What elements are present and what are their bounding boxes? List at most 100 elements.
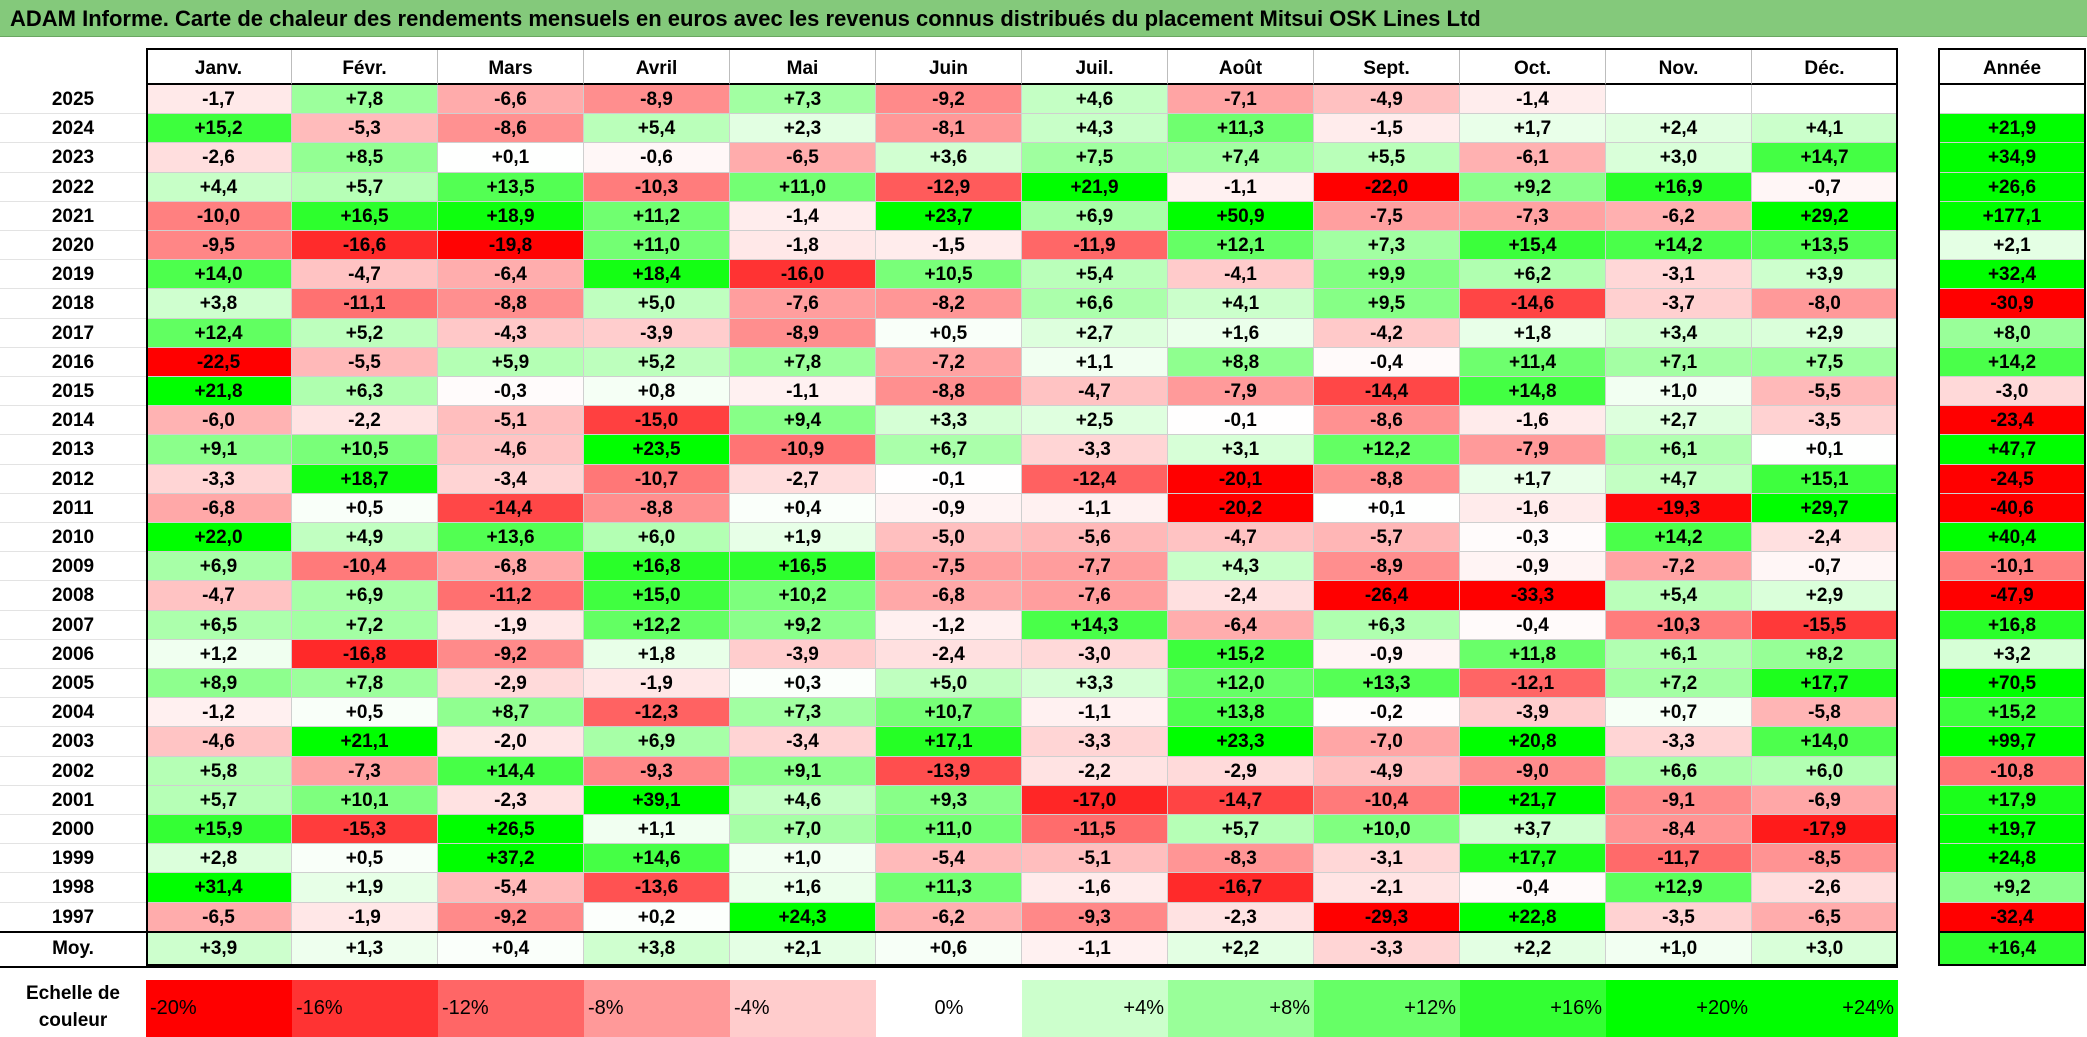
month-value-cell: -7,6: [730, 289, 876, 319]
month-value-cell: +14,4: [438, 756, 584, 786]
month-value-cell: +2,8: [146, 844, 292, 874]
month-value-cell: -4,9: [1314, 85, 1460, 115]
month-value-cell: -6,1: [1460, 143, 1606, 173]
month-value-cell: +12,0: [1168, 669, 1314, 699]
month-header: Juin: [876, 48, 1022, 85]
year-label: 2005: [0, 669, 146, 699]
month-value-cell: +8,2: [1752, 639, 1898, 669]
month-value-cell: +1,6: [730, 873, 876, 903]
year-label: 2015: [0, 377, 146, 407]
year-label: 2022: [0, 172, 146, 202]
annual-value-cell: -24,5: [1938, 464, 2086, 494]
month-value-cell: +7,2: [1606, 669, 1752, 699]
month-value-cell: +4,9: [292, 523, 438, 553]
month-value-cell: +17,1: [876, 727, 1022, 757]
month-value-cell: +15,0: [584, 581, 730, 611]
month-value-cell: +3,9: [1752, 260, 1898, 290]
month-value-cell: +14,2: [1606, 523, 1752, 553]
month-value-cell: +1,9: [292, 873, 438, 903]
month-value-cell: +6,7: [876, 435, 1022, 465]
month-value-cell: +5,7: [146, 785, 292, 815]
month-value-cell: -5,4: [876, 844, 1022, 874]
month-value-cell: +21,8: [146, 377, 292, 407]
month-value-cell: +14,0: [146, 260, 292, 290]
month-value-cell: +2,5: [1022, 406, 1168, 436]
annual-value-cell: +24,8: [1938, 844, 2086, 874]
month-value-cell: -3,5: [1752, 406, 1898, 436]
month-value-cell: +7,8: [292, 85, 438, 115]
month-value-cell: -6,2: [1606, 201, 1752, 231]
year-label: 2001: [0, 785, 146, 815]
average-value-cell: +1,3: [292, 932, 438, 966]
month-value-cell: +15,4: [1460, 231, 1606, 261]
month-value-cell: +15,2: [1168, 639, 1314, 669]
month-value-cell: -1,6: [1022, 873, 1168, 903]
month-value-cell: -1,5: [876, 231, 1022, 261]
month-value-cell: -6,2: [876, 902, 1022, 932]
month-header: Nov.: [1606, 48, 1752, 85]
month-value-cell: -12,9: [876, 172, 1022, 202]
month-value-cell: +10,2: [730, 581, 876, 611]
month-value-cell: -0,4: [1460, 610, 1606, 640]
month-value-cell: -22,0: [1314, 172, 1460, 202]
month-value-cell: -1,4: [1460, 85, 1606, 115]
month-value-cell: -9,3: [584, 756, 730, 786]
month-header: Juil.: [1022, 48, 1168, 85]
month-value-cell: +7,3: [730, 698, 876, 728]
month-value-cell: +10,1: [292, 785, 438, 815]
month-value-cell: -1,6: [1460, 493, 1606, 523]
month-value-cell: -14,4: [1314, 377, 1460, 407]
month-header: Mars: [438, 48, 584, 85]
month-value-cell: -6,5: [1752, 902, 1898, 932]
month-value-cell: [1752, 85, 1898, 115]
month-value-cell: +21,7: [1460, 785, 1606, 815]
month-value-cell: -13,9: [876, 756, 1022, 786]
month-value-cell: +18,4: [584, 260, 730, 290]
month-value-cell: +22,0: [146, 523, 292, 553]
scale-step: -4%: [730, 980, 876, 1037]
month-value-cell: -1,1: [1022, 493, 1168, 523]
month-value-cell: +8,7: [438, 698, 584, 728]
month-value-cell: -4,7: [146, 581, 292, 611]
month-header: Déc.: [1752, 48, 1898, 85]
month-value-cell: +6,0: [1752, 756, 1898, 786]
month-value-cell: +7,5: [1752, 347, 1898, 377]
scale-step: -16%: [292, 980, 438, 1037]
annual-value-cell: -32,4: [1938, 902, 2086, 932]
month-value-cell: -2,3: [1168, 902, 1314, 932]
month-value-cell: +3,4: [1606, 318, 1752, 348]
month-value-cell: +31,4: [146, 873, 292, 903]
annual-value-cell: -10,1: [1938, 552, 2086, 582]
month-value-cell: +14,2: [1606, 231, 1752, 261]
month-value-cell: -5,1: [438, 406, 584, 436]
month-value-cell: -1,7: [146, 85, 292, 115]
average-value-cell: +3,0: [1752, 932, 1898, 966]
month-value-cell: -8,8: [584, 493, 730, 523]
year-label: 2003: [0, 727, 146, 757]
month-value-cell: -8,1: [876, 114, 1022, 144]
month-value-cell: -7,5: [876, 552, 1022, 582]
annual-value-cell: +17,9: [1938, 785, 2086, 815]
month-value-cell: +6,9: [1022, 201, 1168, 231]
month-value-cell: -1,2: [876, 610, 1022, 640]
annual-value-cell: +8,0: [1938, 318, 2086, 348]
month-value-cell: +7,2: [292, 610, 438, 640]
month-value-cell: +6,3: [292, 377, 438, 407]
month-value-cell: +15,1: [1752, 464, 1898, 494]
month-value-cell: -0,7: [1752, 552, 1898, 582]
month-value-cell: +6,0: [584, 523, 730, 553]
month-value-cell: -7,3: [292, 756, 438, 786]
month-value-cell: -1,9: [438, 610, 584, 640]
month-value-cell: +6,5: [146, 610, 292, 640]
month-value-cell: -8,6: [438, 114, 584, 144]
month-value-cell: +11,0: [876, 815, 1022, 845]
month-value-cell: -7,3: [1460, 201, 1606, 231]
month-value-cell: +6,6: [1022, 289, 1168, 319]
month-value-cell: +23,7: [876, 201, 1022, 231]
month-value-cell: -22,5: [146, 347, 292, 377]
month-value-cell: -2,2: [1022, 756, 1168, 786]
month-value-cell: -11,2: [438, 581, 584, 611]
month-value-cell: -17,0: [1022, 785, 1168, 815]
scale-step: 0%: [876, 980, 1022, 1037]
scale-step: +8%: [1168, 980, 1314, 1037]
